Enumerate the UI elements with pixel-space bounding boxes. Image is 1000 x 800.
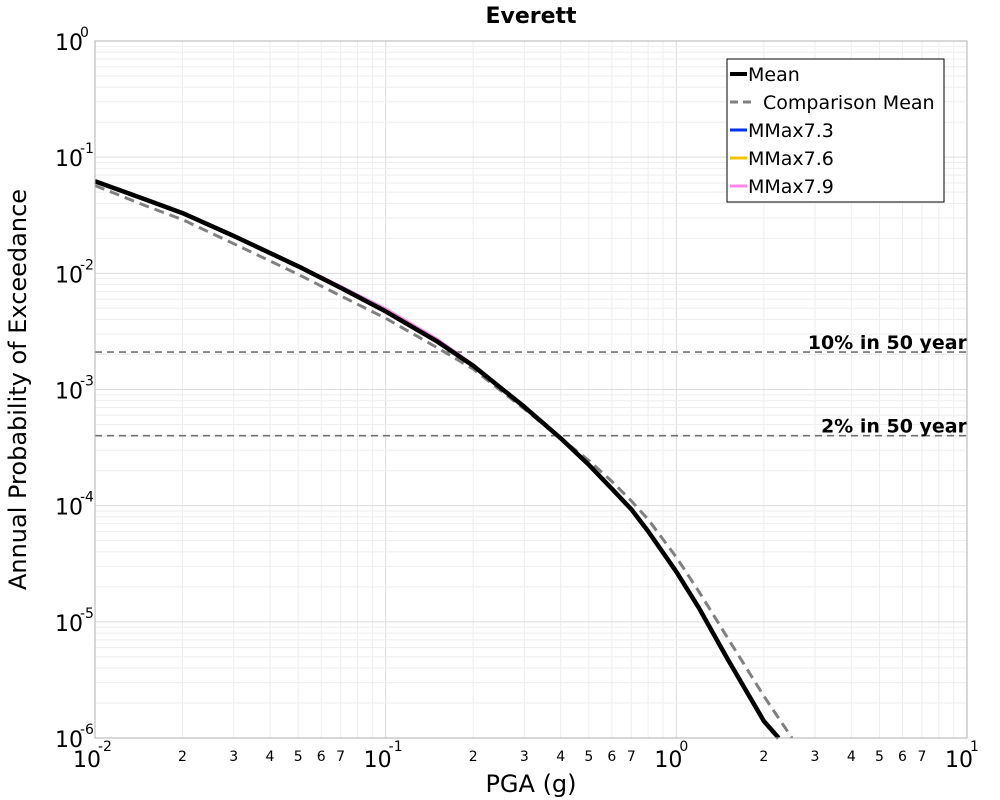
- legend: Mean Comparison Mean MMax7.3 MMax7.6 MMax7.9: [726, 58, 945, 203]
- plot-frame: [94, 40, 968, 739]
- chart-title: Everett: [485, 4, 577, 29]
- legend-label: MMax7.9: [748, 176, 834, 198]
- grid: [94, 41, 967, 739]
- y-tick-exponent: 0: [80, 25, 89, 41]
- y-tick-exponent: -6: [80, 722, 94, 738]
- legend-label: Mean: [748, 64, 800, 86]
- y-tick-exponent: -3: [80, 374, 94, 390]
- reference-line-label: 2% in 50 year: [821, 416, 968, 438]
- legend-label: MMax7.6: [748, 148, 834, 170]
- x-minor-tick-label: 3: [229, 749, 238, 765]
- x-minor-tick-label: 2: [469, 749, 478, 765]
- x-minor-tick-label: 2: [178, 749, 187, 765]
- x-minor-tick-label: 4: [556, 749, 565, 765]
- y-tick-label: 10: [55, 612, 83, 637]
- y-tick-label: 10: [55, 147, 83, 172]
- x-minor-tick-label: 3: [520, 749, 529, 765]
- x-minor-tick-label: 5: [875, 749, 884, 765]
- legend-label: MMax7.3: [748, 120, 834, 142]
- x-minor-tick-label: 5: [294, 749, 303, 765]
- y-tick-label: 10: [55, 31, 83, 56]
- reference-lines: 10% in 50 year 2% in 50 year: [95, 332, 968, 438]
- x-minor-tick-label: 4: [266, 749, 275, 765]
- legend-label: Comparison Mean: [763, 92, 935, 114]
- y-tick-label: 10: [55, 380, 83, 405]
- reference-line-label: 10% in 50 year: [808, 332, 968, 354]
- series-lines: [94, 179, 794, 740]
- x-tick-label: 10: [364, 748, 392, 773]
- x-tick-label: 10: [654, 748, 682, 773]
- x-tick-exponent: 0: [679, 739, 688, 755]
- tick-labels: 10010-110-210-310-410-510-610-210-110010…: [55, 25, 979, 773]
- x-tick-exponent: 1: [970, 739, 979, 755]
- x-minor-tick-label: 7: [627, 749, 636, 765]
- x-minor-tick-label: 6: [317, 749, 326, 765]
- x-minor-tick-label: 7: [336, 749, 345, 765]
- x-minor-tick-label: 2: [759, 749, 768, 765]
- x-axis-label: PGA (g): [485, 770, 576, 798]
- x-minor-tick-label: 7: [918, 749, 927, 765]
- x-minor-tick-label: 6: [898, 749, 907, 765]
- x-tick-label: 10: [73, 748, 101, 773]
- x-tick-label: 10: [945, 748, 973, 773]
- x-tick-exponent: -1: [389, 739, 403, 755]
- y-tick-label: 10: [55, 496, 83, 521]
- series-line-mean: [94, 179, 781, 740]
- y-tick-exponent: -2: [80, 257, 94, 273]
- x-minor-tick-label: 5: [584, 749, 593, 765]
- x-tick-exponent: -2: [98, 739, 112, 755]
- x-minor-tick-label: 6: [607, 749, 616, 765]
- y-tick-label: 10: [55, 728, 83, 753]
- x-minor-tick-label: 3: [811, 749, 820, 765]
- y-tick-exponent: -5: [80, 606, 94, 622]
- y-tick-exponent: -4: [80, 490, 94, 506]
- legend-box: [726, 58, 945, 203]
- y-axis-label: Annual Probability of Exceedance: [4, 189, 32, 590]
- x-minor-tick-label: 4: [847, 749, 856, 765]
- series-line-comparison-mean: [94, 184, 794, 739]
- y-tick-label: 10: [55, 263, 83, 288]
- y-tick-exponent: -1: [80, 141, 94, 157]
